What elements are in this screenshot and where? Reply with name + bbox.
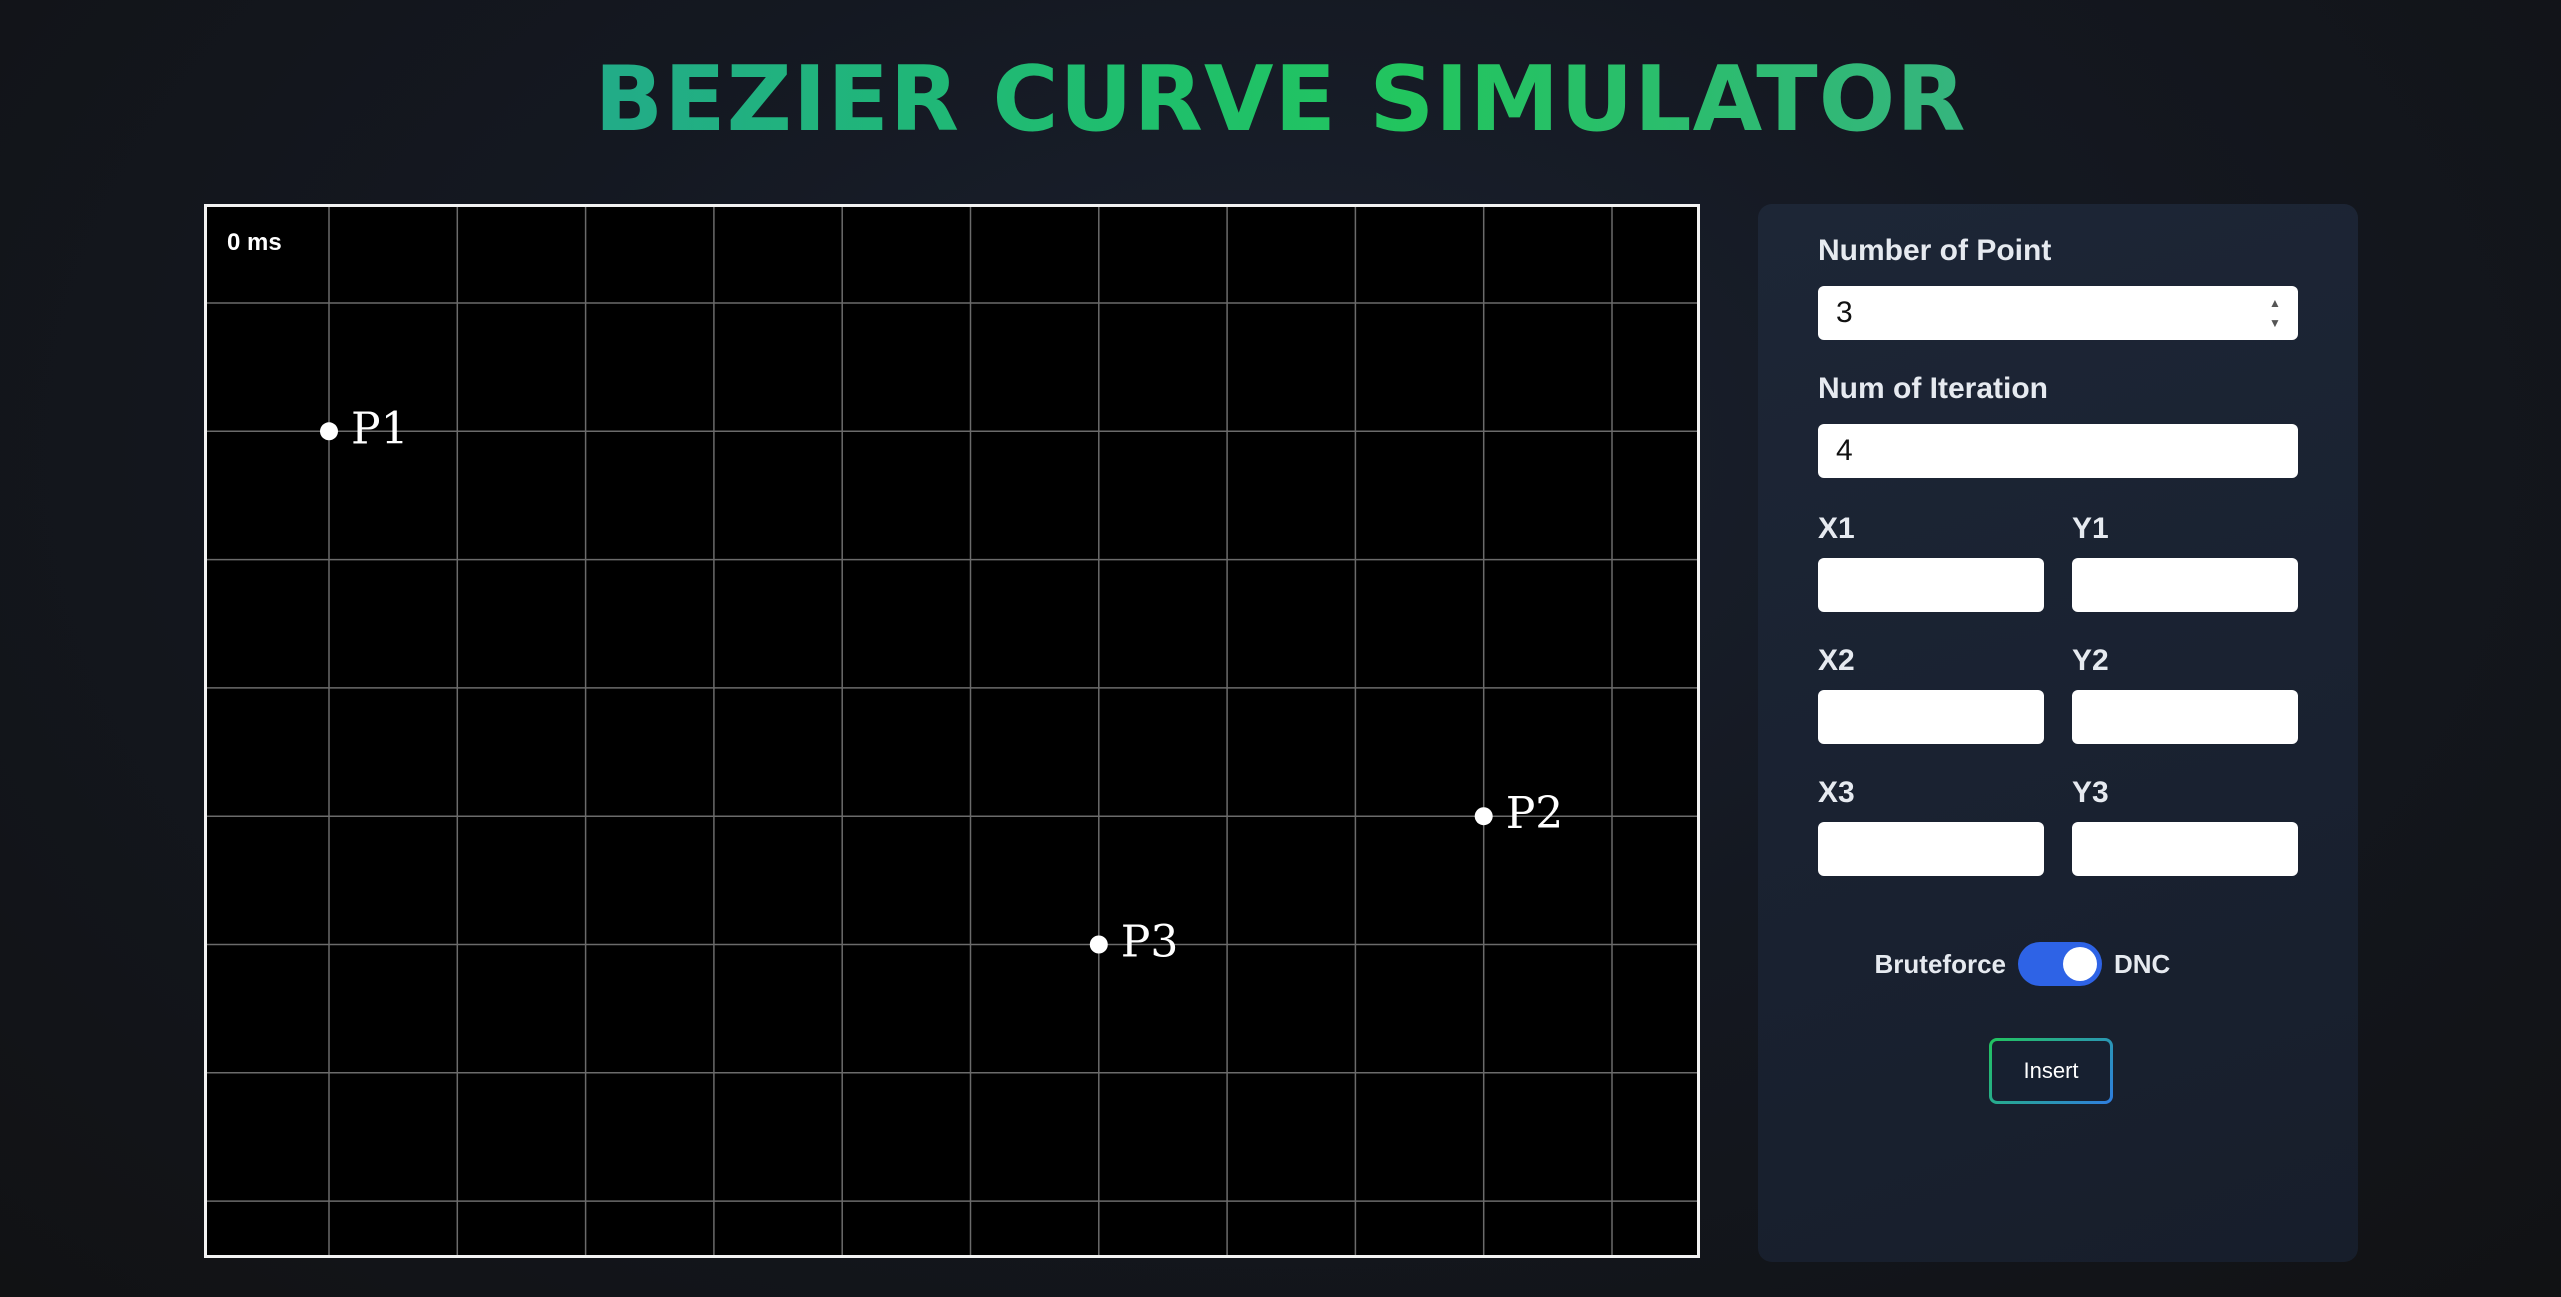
y1-input[interactable] bbox=[2072, 558, 2298, 612]
algorithm-toggle-row: Bruteforce DNC bbox=[1758, 942, 2358, 986]
control-point-2[interactable] bbox=[1474, 807, 1493, 826]
y3-label: Y3 bbox=[2072, 776, 2109, 809]
x2-input[interactable] bbox=[1818, 690, 2044, 744]
toggle-knob bbox=[2063, 947, 2097, 981]
insert-button[interactable]: Insert bbox=[1989, 1038, 2113, 1104]
control-panel: Number of Point ▲▼ Num of Iteration X1 Y… bbox=[1758, 204, 2358, 1262]
num-points-label: Number of Point bbox=[1818, 234, 2052, 267]
y3-input[interactable] bbox=[2072, 822, 2298, 876]
bruteforce-label: Bruteforce bbox=[1874, 949, 2006, 979]
num-iteration-input[interactable] bbox=[1818, 424, 2298, 478]
control-point-1[interactable] bbox=[320, 422, 338, 441]
num-iteration-label: Num of Iteration bbox=[1818, 372, 2048, 405]
num-points-wrapper: ▲▼ bbox=[1818, 286, 2298, 340]
control-point-label: P2 bbox=[1506, 788, 1564, 839]
page-title: BEZIER CURVE SIMULATOR bbox=[0, 40, 2561, 160]
control-point-3[interactable] bbox=[1089, 935, 1108, 954]
number-spinner-icon[interactable]: ▲ ▼ bbox=[2269, 296, 2281, 330]
x2-label: X2 bbox=[1818, 644, 1855, 677]
control-point-label: P3 bbox=[1121, 917, 1179, 968]
x3-label: X3 bbox=[1818, 776, 1855, 809]
x1-input[interactable] bbox=[1818, 558, 2044, 612]
y2-input[interactable] bbox=[2072, 690, 2298, 744]
x3-input[interactable] bbox=[1818, 822, 2044, 876]
dnc-label: DNC bbox=[2114, 949, 2171, 979]
x1-label: X1 bbox=[1818, 512, 1855, 545]
execution-timer: 0 ms bbox=[227, 229, 282, 256]
grid-layer bbox=[207, 207, 1697, 1255]
y1-label: Y1 bbox=[2072, 512, 2109, 545]
points-layer: P1 P2 P3 bbox=[320, 403, 1564, 968]
algorithm-toggle-switch[interactable] bbox=[2018, 942, 2102, 986]
bezier-canvas[interactable]: P1 P2 P3 0 ms bbox=[204, 204, 1700, 1258]
control-point-label: P1 bbox=[351, 403, 409, 454]
y2-label: Y2 bbox=[2072, 644, 2109, 677]
num-points-input[interactable] bbox=[1818, 286, 2298, 340]
